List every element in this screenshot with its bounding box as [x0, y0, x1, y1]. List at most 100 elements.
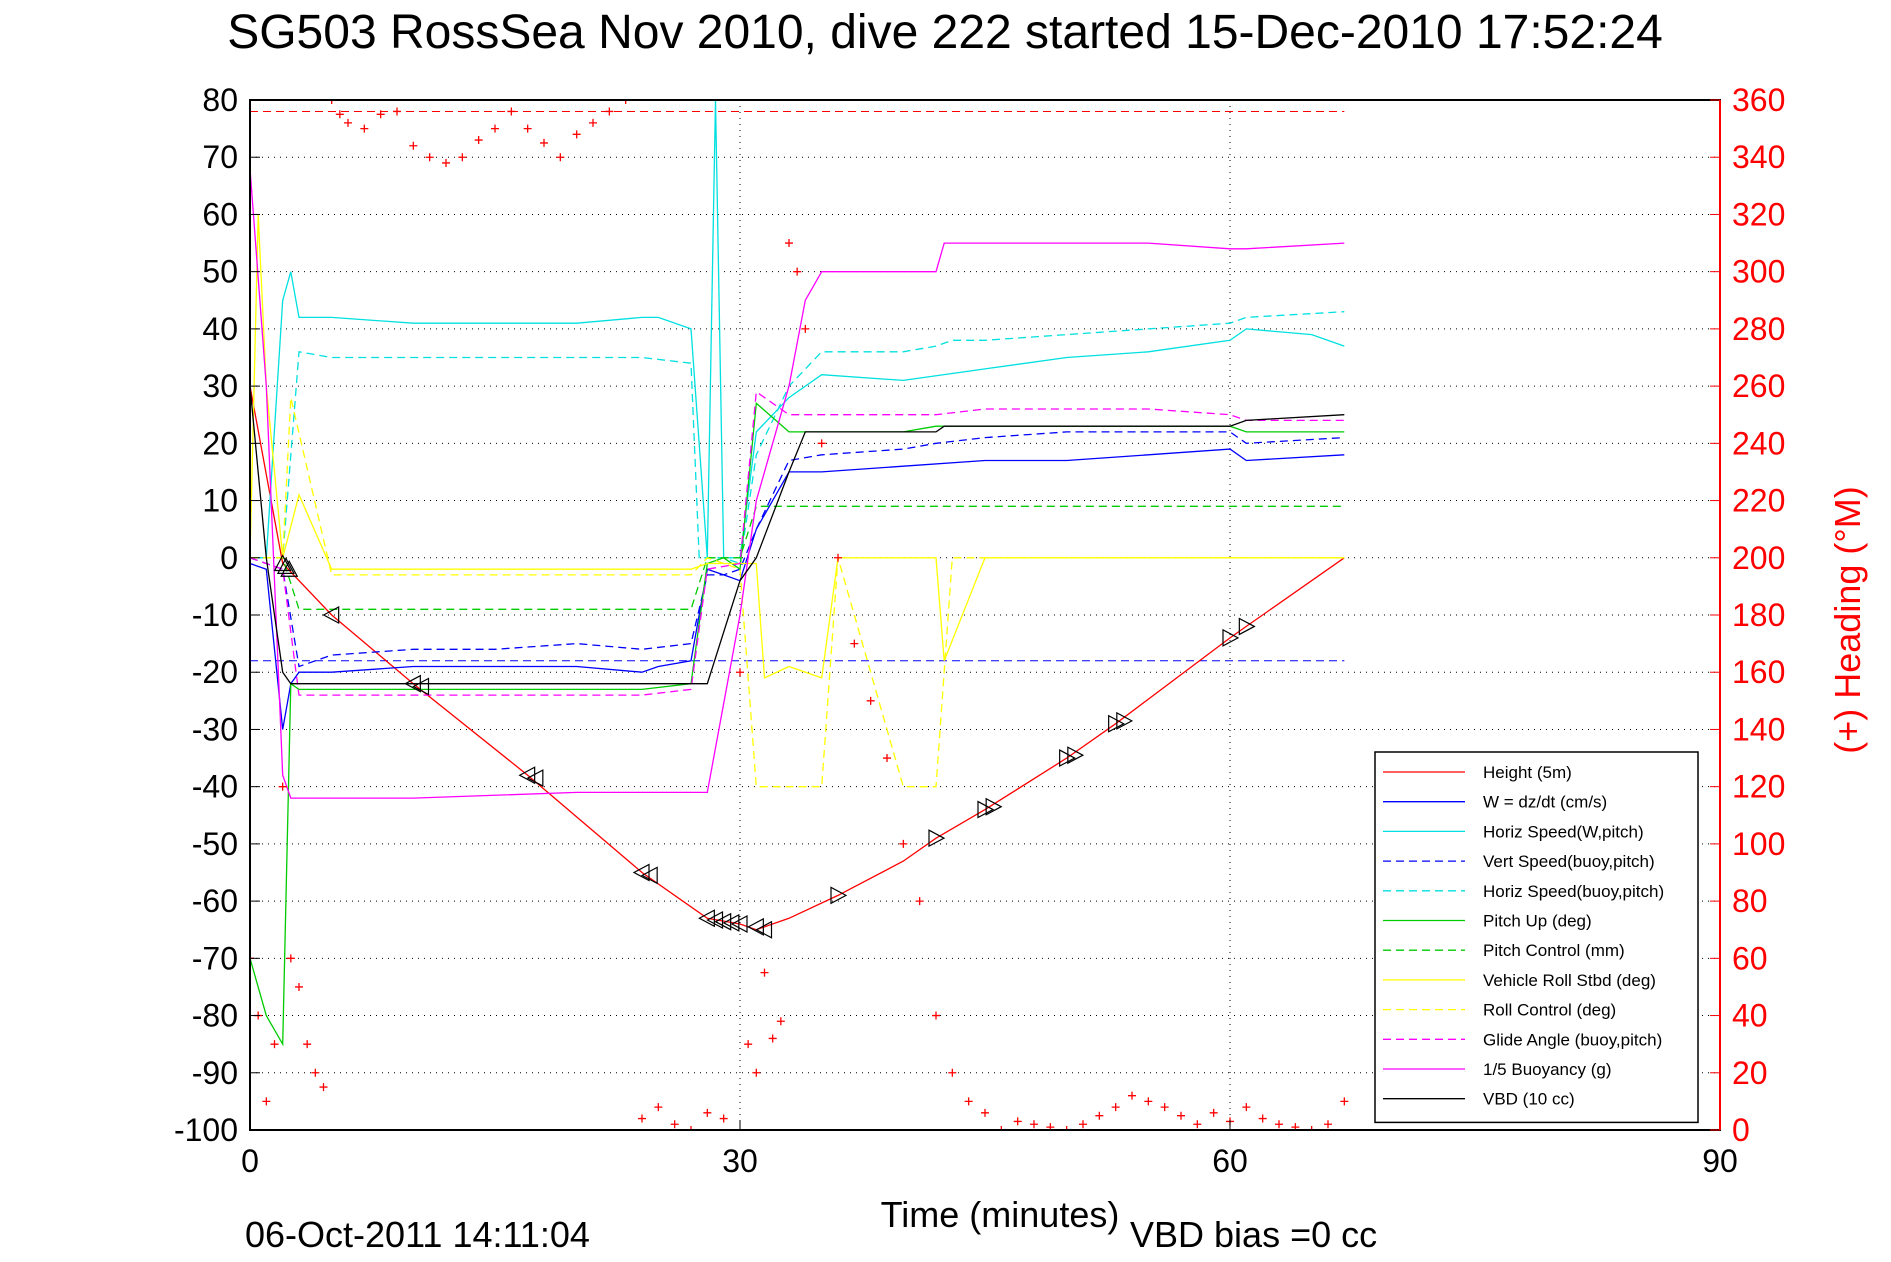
y2-axis-ticks: 3603403203002802602402202001801601401201…: [1710, 82, 1785, 1148]
heading-point: [589, 118, 597, 127]
left-triangle-marker: [747, 917, 764, 936]
heading-point: [793, 267, 802, 276]
heading-point: [866, 696, 875, 705]
y2-tick-label: 360: [1732, 82, 1785, 118]
heading-point: [1013, 1117, 1022, 1126]
left-triangle-marker: [730, 915, 748, 933]
y-tick-label: 80: [202, 82, 238, 118]
y-tick-label: -60: [192, 883, 238, 919]
series-line-5: [250, 401, 1345, 1047]
up-triangle-marker: [273, 554, 292, 572]
heading-point: [883, 754, 891, 763]
y-tick-label: -80: [192, 998, 238, 1034]
heading-point: [654, 1103, 663, 1112]
heading-point: [1258, 1114, 1267, 1123]
legend-label: Horiz Speed(W,pitch): [1483, 822, 1644, 841]
y2-tick-label: 100: [1732, 826, 1785, 862]
heading-point: [474, 136, 483, 145]
y-tick-label: -50: [192, 826, 238, 862]
right-triangle-marker: [1238, 617, 1256, 636]
heading-point: [523, 124, 532, 133]
heading-point: [736, 668, 744, 677]
up-triangle-marker: [280, 559, 299, 577]
y-tick-label: -100: [174, 1112, 238, 1148]
x-axis-ticks: 0 30 60 90: [241, 1120, 1738, 1179]
heading-point: [1307, 1126, 1316, 1130]
y2-tick-label: 340: [1732, 139, 1785, 175]
heading-point: [442, 158, 450, 167]
y2-tick-label: 20: [1732, 1055, 1768, 1091]
heading-point: [834, 553, 842, 562]
chart-title: SG503 RossSea Nov 2010, dive 222 started…: [227, 6, 1663, 59]
left-triangle-marker: [755, 920, 773, 939]
heading-point: [262, 1097, 271, 1106]
heading-point: [540, 138, 548, 147]
legend-label: Glide Angle (buoy,pitch): [1483, 1030, 1662, 1049]
heading-point: [393, 107, 401, 116]
heading-point: [376, 110, 385, 119]
heading-point: [1030, 1120, 1038, 1129]
heading-point: [638, 1114, 646, 1123]
series-line-3: [250, 431, 1345, 668]
heading-point: [303, 1040, 312, 1049]
heading-point: [1062, 1126, 1071, 1130]
y-tick-label: 50: [202, 254, 238, 290]
heading-point: [760, 968, 769, 977]
heading-point: [1193, 1120, 1202, 1129]
heading-point: [1177, 1111, 1185, 1120]
series-line-2: [250, 100, 1345, 559]
y2-tick-label: 140: [1732, 711, 1785, 747]
y-tick-label: 40: [202, 311, 238, 347]
heading-point: [801, 324, 810, 333]
series-line-4: [250, 311, 1345, 565]
heading-point: [981, 1108, 989, 1117]
y2-tick-label: 260: [1732, 368, 1785, 404]
heading-point: [670, 1120, 679, 1129]
y2-tick-label: 80: [1732, 883, 1768, 919]
heading-point: [335, 110, 344, 119]
right-triangle-marker: [1067, 746, 1085, 765]
y2-tick-label: 280: [1732, 311, 1785, 347]
heading-point: [1111, 1103, 1120, 1112]
right-triangle-marker: [1222, 628, 1240, 647]
heading-point: [1079, 1120, 1087, 1129]
y-tick-label: -20: [192, 654, 238, 690]
series-layer: [250, 100, 1349, 1130]
heading-point: [997, 1126, 1006, 1130]
legend-label: 1/5 Buoyancy (g): [1483, 1060, 1612, 1079]
heading-point: [458, 153, 467, 162]
heading-point: [899, 839, 908, 848]
right-triangle-marker: [985, 797, 1003, 816]
heading-point: [752, 1068, 761, 1077]
series-line-9: [250, 390, 1345, 696]
heading-point: [948, 1068, 957, 1077]
heading-point: [295, 982, 303, 991]
series-line-6: [250, 505, 1345, 610]
y-tick-label: -10: [192, 597, 238, 633]
series-line-11: [250, 386, 1345, 685]
y2-tick-label: 160: [1732, 654, 1785, 690]
x-tick-label: 0: [241, 1143, 259, 1179]
y-tick-label: 10: [202, 483, 238, 519]
heading-point: [1095, 1111, 1104, 1120]
heading-point: [425, 153, 434, 162]
y-tick-label: -40: [192, 769, 238, 805]
left-triangle-marker: [412, 677, 430, 696]
left-triangle-marker: [706, 910, 724, 929]
heading-point: [491, 124, 499, 133]
heading-point: [327, 100, 336, 104]
series-line-10: [250, 168, 1345, 799]
heading-point: [360, 124, 369, 133]
series-line-0: [250, 385, 1345, 931]
heading-point: [556, 153, 565, 162]
heading-point: [572, 130, 581, 139]
y2-tick-label: 0: [1732, 1112, 1750, 1148]
heading-point: [1160, 1103, 1169, 1112]
legend-box: [1374, 751, 1699, 1124]
left-triangle-marker: [322, 606, 340, 624]
y-tick-label: 20: [202, 425, 238, 461]
series-line-1: [250, 448, 1345, 730]
heading-point: [311, 1068, 320, 1077]
heading-point: [768, 1034, 777, 1043]
